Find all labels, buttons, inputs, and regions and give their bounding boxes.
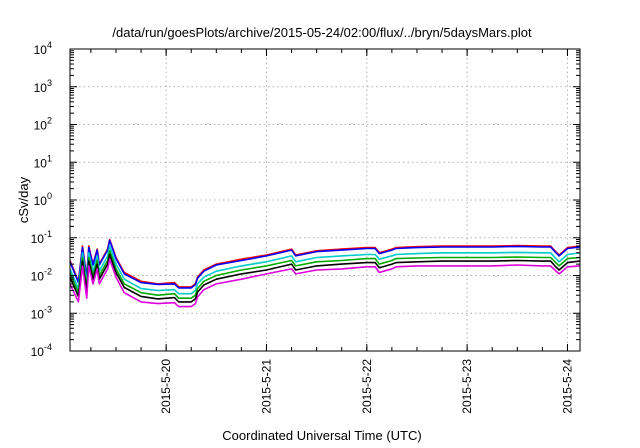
y-axis-ticks: 10-4 10-3 10-2 10-1 100 101 102 103 104: [31, 40, 580, 359]
x-tick-label: 2015-5-21: [259, 359, 273, 414]
y-tick-label: 102: [34, 116, 52, 133]
x-tick-label: 2015-5-23: [460, 359, 474, 414]
x-tick-label: 2015-5-20: [159, 359, 173, 414]
series-line-6: [69, 258, 581, 308]
y-tick-label: 104: [34, 40, 52, 57]
x-tick-label: 2015-5-24: [560, 359, 574, 414]
x-tick-label: 2015-5-22: [360, 359, 374, 414]
x-axis-label: Coordinated Universal Time (UTC): [222, 428, 421, 443]
series-line-2: [69, 239, 581, 289]
y-tick-label: 103: [34, 78, 52, 95]
y-tick-label: 101: [34, 153, 52, 170]
y-tick-label: 10-1: [31, 229, 52, 246]
y-tick-label: 10-3: [31, 304, 52, 321]
y-axis-label: cSv/day: [16, 176, 31, 223]
grid: [70, 49, 580, 351]
y-tick-label: 100: [34, 191, 52, 208]
y-tick-label: 10-4: [31, 342, 52, 359]
series-lines: [69, 238, 581, 308]
y-tick-label: 10-2: [31, 267, 52, 284]
x-axis-ticks: 2015-5-20 2015-5-21 2015-5-22 2015-5-23 2015…: [90, 49, 574, 414]
series-line-4: [69, 250, 581, 300]
chart-title: /data/run/goesPlots/archive/2015-05-24/0…: [112, 25, 532, 40]
